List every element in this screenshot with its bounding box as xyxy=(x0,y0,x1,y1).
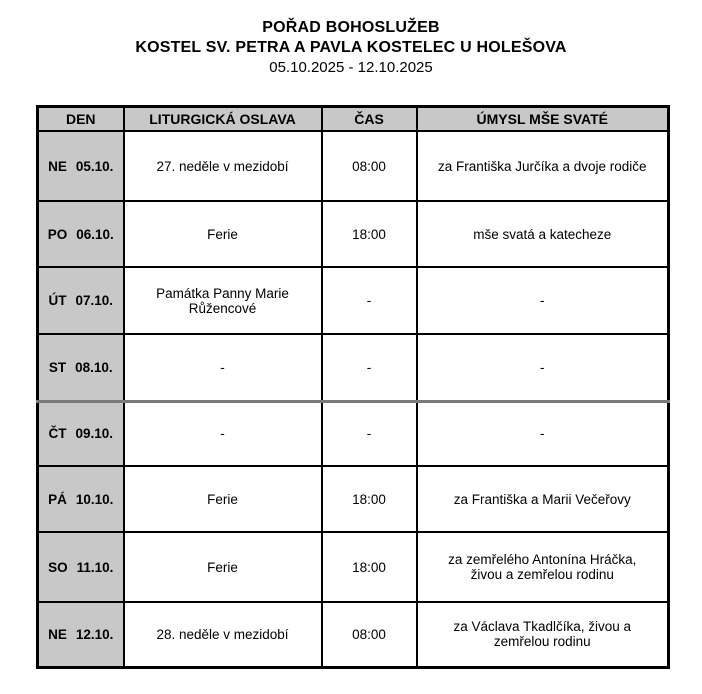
title-block: POŘAD BOHOSLUŽEB KOSTEL SV. PETRA A PAVL… xyxy=(0,18,702,78)
day-date: 12.10. xyxy=(75,626,114,642)
table-row: ČT 09.10. - - - xyxy=(36,399,670,467)
time-cell: 18:00 xyxy=(320,200,418,268)
day-date: 08.10. xyxy=(75,359,113,375)
day-cell: SO 11.10. xyxy=(36,531,125,603)
day-abbr: ČT xyxy=(48,426,67,442)
day-abbr: ST xyxy=(48,359,67,375)
day-abbr: PO xyxy=(47,226,68,242)
intention-text: za Václava Tkadlčíka, živou a zemřelou r… xyxy=(453,619,632,650)
time-cell: 08:00 xyxy=(320,601,418,668)
intention-text: za zemřelého Antonína Hráčka, živou a ze… xyxy=(448,552,637,582)
intention-cell: za Václava Tkadlčíka, živou a zemřelou r… xyxy=(415,601,670,668)
celebration-cell: Ferie xyxy=(122,200,323,268)
day-date: 06.10. xyxy=(76,226,114,242)
day-abbr: SO xyxy=(48,559,68,575)
day-cell: PO 06.10. xyxy=(36,200,125,268)
day-cell: ČT 09.10. xyxy=(36,399,125,467)
time-cell: 08:00 xyxy=(320,130,418,202)
celebration-cell: 27. neděle v mezidobí xyxy=(122,130,323,202)
church-name: KOSTEL SV. PETRA A PAVLA KOSTELEC U HOLE… xyxy=(135,39,567,56)
page-title: POŘAD BOHOSLUŽEB xyxy=(262,19,440,36)
day-abbr: ÚT xyxy=(48,293,67,308)
day-cell: PÁ 10.10. xyxy=(36,465,125,533)
date-range: 05.10.2025 - 12.10.2025 xyxy=(269,59,433,76)
col-header-umysl-mse-svate: ÚMYSL MŠE SVATÉ xyxy=(415,105,670,132)
celebration-cell: Ferie xyxy=(122,465,323,533)
day-cell: ÚT 07.10. xyxy=(36,266,125,335)
intention-cell: za zemřelého Antonína Hráčka, živou a ze… xyxy=(415,531,670,603)
time-cell: - xyxy=(320,399,418,467)
day-date: 10.10. xyxy=(75,491,114,507)
celebration-cell: - xyxy=(122,333,323,402)
table-row: NE 05.10. 27. neděle v mezidobí 08:00 za … xyxy=(36,130,670,202)
intention-cell: - xyxy=(415,333,670,402)
col-header-cas: ČAS xyxy=(320,105,418,132)
time-cell: 18:00 xyxy=(320,531,418,603)
table-row: ST 08.10. - - - xyxy=(36,333,670,402)
col-header-den: DEN xyxy=(36,105,125,132)
day-date: 05.10. xyxy=(75,158,114,174)
day-cell: NE 05.10. xyxy=(36,130,125,202)
celebration-cell: Památka Panny Marie Růžencové xyxy=(122,266,323,335)
col-header-liturgicka-oslava: LITURGICKÁ OSLAVA xyxy=(122,105,323,132)
intention-cell: - xyxy=(415,399,670,467)
intention-cell: za Františka Jurčíka a dvoje rodiče xyxy=(415,130,670,202)
table-row: PO 06.10. Ferie 18:00 mše svatá a kateche… xyxy=(36,200,670,268)
day-date: 11.10. xyxy=(76,559,114,575)
day-cell: ST 08.10. xyxy=(36,333,125,402)
day-abbr: PÁ xyxy=(48,491,67,507)
table-row: ÚT 07.10. Památka Panny Marie Růžencové -… xyxy=(36,266,670,335)
intention-cell: mše svatá a katecheze xyxy=(415,200,670,268)
celebration-text: Památka Panny Marie Růžencové xyxy=(156,285,289,316)
header-row: DEN LITURGICKÁ OSLAVA ČAS ÚMYSL MŠE SVAT… xyxy=(36,105,670,132)
schedule-table: DEN LITURGICKÁ OSLAVA ČAS ÚMYSL MŠE SVAT… xyxy=(36,105,670,669)
celebration-cell: - xyxy=(122,399,323,467)
time-cell: - xyxy=(320,266,418,335)
time-cell: 18:00 xyxy=(320,465,418,533)
celebration-cell: Ferie xyxy=(122,531,323,603)
intention-cell: - xyxy=(415,266,670,335)
table-row: NE 12.10. 28. neděle v mezidobí 08:00 za … xyxy=(36,601,670,668)
celebration-cell: 28. neděle v mezidobí xyxy=(122,601,323,668)
day-cell: NE 12.10. xyxy=(36,601,125,668)
intention-cell: za Františka a Marii Večeřovy xyxy=(415,465,670,533)
day-abbr: NE xyxy=(48,626,67,642)
day-date: 07.10. xyxy=(75,293,114,308)
day-abbr: NE xyxy=(48,158,67,174)
time-cell: - xyxy=(320,333,418,402)
table-row: PÁ 10.10. Ferie 18:00 za Františka a Mari… xyxy=(36,465,670,533)
table-row: SO 11.10. Ferie 18:00 za zemřelého Antoní… xyxy=(36,531,670,603)
day-date: 09.10. xyxy=(75,426,114,442)
